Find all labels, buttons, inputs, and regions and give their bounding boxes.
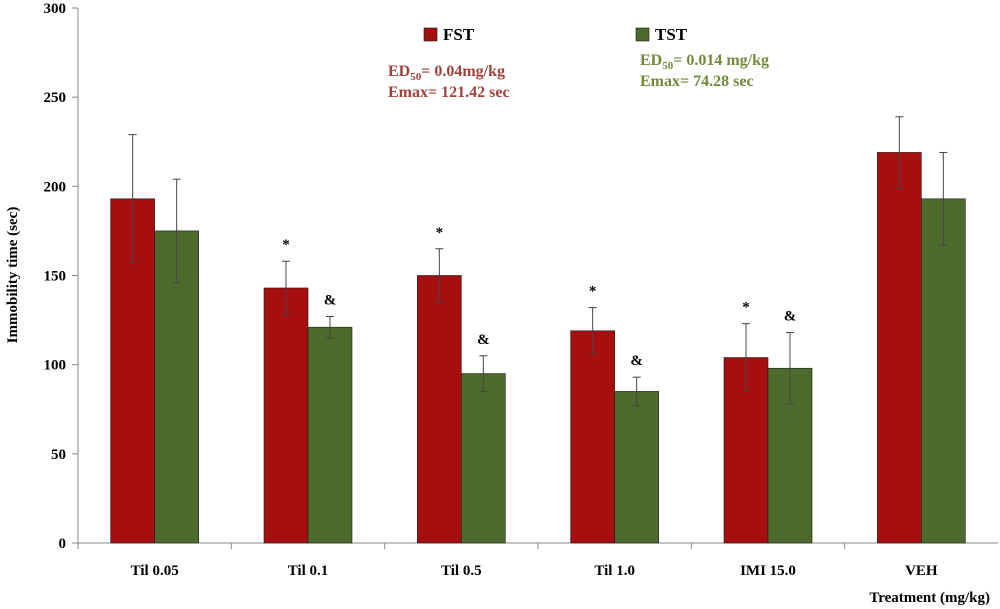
significance-marker: *	[589, 284, 597, 300]
bar-tst	[461, 373, 506, 544]
bar-tst	[307, 326, 353, 544]
bar-fst	[417, 275, 462, 544]
y-axis-label: Immobility time (sec)	[5, 207, 21, 344]
emax-text-tst: Emax= 74.28 sec	[640, 73, 754, 90]
significance-marker: &	[324, 293, 337, 309]
y-tick-label: 100	[44, 358, 67, 374]
significance-marker: &	[630, 353, 643, 369]
significance-marker: *	[742, 300, 750, 316]
ed50-text-tst: ED50= 0.014 mg/kg	[640, 52, 769, 72]
x-tick-label: IMI 15.0	[740, 563, 796, 579]
bar-fst	[877, 152, 922, 544]
y-tick-label: 200	[44, 179, 67, 195]
bars: * & * & * & * &	[110, 116, 966, 544]
legend-swatch-fst	[423, 27, 438, 42]
x-tick-label: Til 0.05	[131, 563, 179, 579]
bar-tst	[614, 391, 659, 544]
significance-marker: &	[784, 309, 797, 325]
y-tick-label: 250	[44, 90, 67, 106]
legend-label-tst: TST	[655, 25, 688, 44]
x-tick-label: Til 0.5	[441, 563, 482, 579]
y-tick-label: 150	[44, 269, 67, 285]
legend-swatch-tst	[635, 27, 650, 42]
bar-fst	[570, 330, 615, 544]
y-tick-label: 50	[51, 447, 66, 463]
x-tick-label: Til 0.1	[288, 563, 329, 579]
x-axis-label: Treatment (mg/kg)	[869, 590, 990, 606]
legend-label-fst: FST	[443, 25, 475, 44]
y-tick-label: 300	[44, 1, 67, 17]
significance-marker: *	[436, 225, 444, 241]
bar-tst	[921, 198, 966, 544]
y-tick-label: 0	[59, 536, 67, 552]
legend: FST TST	[423, 25, 688, 44]
axes: 0 50 100 150 200 250 300 Til 0.05 Til 0.1 Til 0.5…	[44, 1, 998, 579]
x-tick-label: Til 1.0	[594, 563, 635, 579]
x-tick-label: VEH	[905, 563, 938, 579]
significance-marker: *	[282, 237, 290, 253]
ed50-text-fst: ED50= 0.04mg/kg	[388, 63, 505, 83]
emax-text-fst: Emax= 121.42 sec	[388, 84, 510, 101]
bar-fst	[263, 287, 309, 544]
significance-marker: &	[477, 332, 490, 348]
